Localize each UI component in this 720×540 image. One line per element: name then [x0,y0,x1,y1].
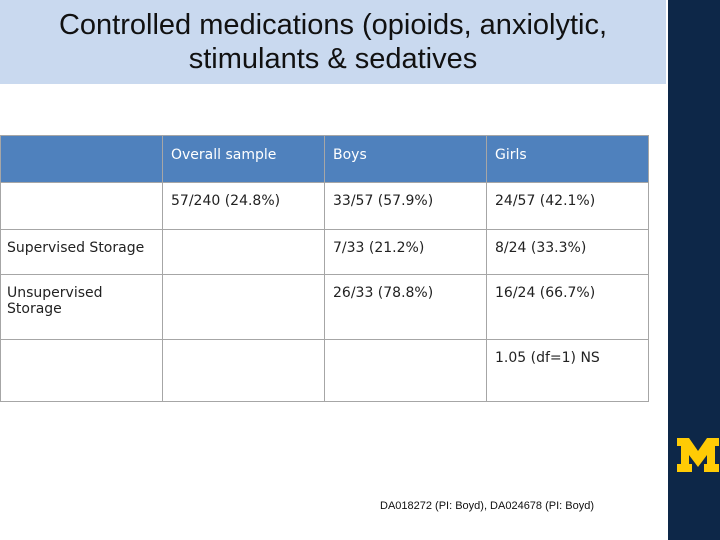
cell-girls: 8/24 (33.3%) [486,229,649,275]
header-cell-empty [0,135,163,183]
cell-girls: 24/57 (42.1%) [486,182,649,230]
cell-overall [162,229,325,275]
table-row: 57/240 (24.8%) 33/57 (57.9%) 24/57 (42.1… [0,182,649,230]
table-row: Unsupervised Storage 26/33 (78.8%) 16/24… [0,274,649,340]
results-table: Overall sample Boys Girls 57/240 (24.8%)… [0,135,649,402]
slide-title: Controlled medications (opioids, anxioly… [0,0,666,84]
cell-boys [324,339,487,402]
cell-girls: 1.05 (df=1) NS [486,339,649,402]
cell-boys: 7/33 (21.2%) [324,229,487,275]
cell-girls: 16/24 (66.7%) [486,274,649,340]
row-label: Supervised Storage [0,229,163,275]
row-label: Unsupervised Storage [0,274,163,340]
cell-boys: 26/33 (78.8%) [324,274,487,340]
table-row: Supervised Storage 7/33 (21.2%) 8/24 (33… [0,229,649,275]
row-label [0,339,163,402]
cell-overall [162,274,325,340]
cell-overall [162,339,325,402]
table-header-row: Overall sample Boys Girls [0,135,649,183]
block-m-logo-icon [677,438,719,472]
title-line-1: Controlled medications (opioids, anxioly… [58,9,608,41]
cell-overall: 57/240 (24.8%) [162,182,325,230]
header-cell-boys: Boys [324,135,487,183]
header-cell-overall: Overall sample [162,135,325,183]
footer-citation: DA018272 (PI: Boyd), DA024678 (PI: Boyd) [380,500,595,512]
row-label [0,182,163,230]
cell-boys: 33/57 (57.9%) [324,182,487,230]
table-row: 1.05 (df=1) NS [0,339,649,402]
header-cell-girls: Girls [486,135,649,183]
title-line-2: stimulants & sedatives [188,43,478,75]
